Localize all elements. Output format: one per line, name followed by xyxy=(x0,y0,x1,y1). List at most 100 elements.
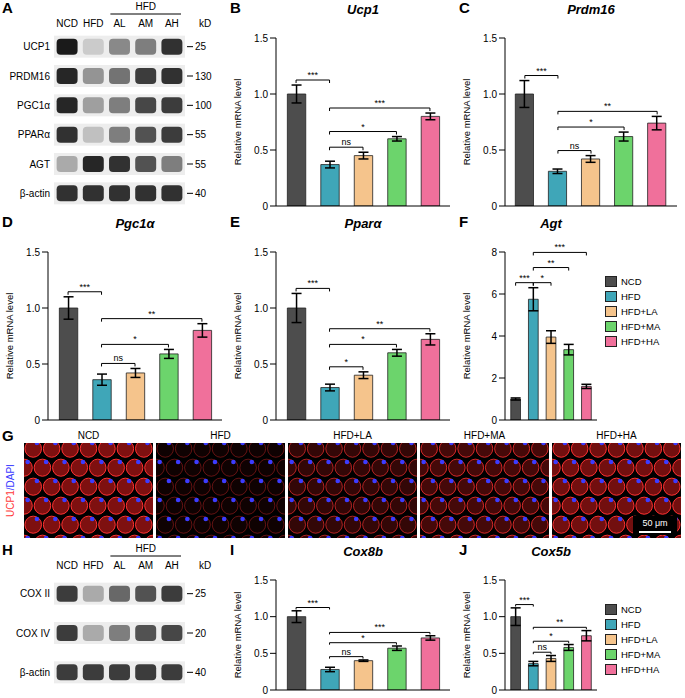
svg-text:UCP1/DAPI: UCP1/DAPI xyxy=(5,464,16,517)
svg-text:**: ** xyxy=(376,319,384,329)
svg-text:kD: kD xyxy=(199,560,211,571)
svg-text:1.0: 1.0 xyxy=(26,303,40,314)
svg-text:ns: ns xyxy=(537,642,547,652)
svg-text:0.5: 0.5 xyxy=(483,145,497,156)
svg-text:1.0: 1.0 xyxy=(483,89,497,100)
svg-text:kD: kD xyxy=(199,18,211,29)
svg-text:Relative mRNA level: Relative mRNA level xyxy=(461,79,472,166)
svg-text:25: 25 xyxy=(195,588,207,599)
svg-text:1.0: 1.0 xyxy=(483,611,497,622)
svg-text:20: 20 xyxy=(195,628,207,639)
svg-text:1.5: 1.5 xyxy=(254,33,268,44)
svg-text:AM: AM xyxy=(138,560,153,571)
svg-text:0: 0 xyxy=(34,415,40,426)
svg-text:***: *** xyxy=(374,98,385,108)
svg-text:1.5: 1.5 xyxy=(483,33,497,44)
svg-text:Relative mRNA level: Relative mRNA level xyxy=(232,592,243,679)
svg-text:COX II: COX II xyxy=(20,588,50,599)
svg-text:1.5: 1.5 xyxy=(254,247,268,258)
svg-text:ns: ns xyxy=(342,137,352,147)
svg-text:HFD: HFD xyxy=(210,430,231,441)
svg-text:*: * xyxy=(345,357,349,367)
svg-text:0: 0 xyxy=(491,415,497,426)
svg-text:Relative mRNA level: Relative mRNA level xyxy=(461,293,472,380)
svg-text:HFD+MA: HFD+MA xyxy=(464,430,506,441)
svg-text:AL: AL xyxy=(113,560,126,571)
svg-text:***: *** xyxy=(519,595,530,605)
svg-text:0: 0 xyxy=(262,201,268,212)
svg-text:β-actin: β-actin xyxy=(20,188,50,199)
svg-text:Relative mRNA level: Relative mRNA level xyxy=(4,293,15,380)
svg-text:50 μm: 50 μm xyxy=(642,518,667,528)
svg-text:Relative mRNA level: Relative mRNA level xyxy=(461,592,472,679)
svg-text:*: * xyxy=(589,117,593,127)
svg-text:**: ** xyxy=(604,101,612,111)
svg-text:*: * xyxy=(133,334,137,344)
svg-text:***: *** xyxy=(80,282,91,292)
svg-text:HFD+HA: HFD+HA xyxy=(596,430,637,441)
svg-text:ns: ns xyxy=(114,353,124,363)
svg-text:HFD: HFD xyxy=(135,1,156,12)
svg-text:HFD+LA: HFD+LA xyxy=(333,430,372,441)
svg-text:6: 6 xyxy=(491,289,497,300)
svg-text:HFD: HFD xyxy=(83,560,104,571)
svg-text:100: 100 xyxy=(195,100,212,111)
svg-text:0.5: 0.5 xyxy=(254,145,268,156)
svg-text:***: *** xyxy=(308,598,319,608)
svg-text:NCD: NCD xyxy=(78,430,100,441)
svg-text:UCP1: UCP1 xyxy=(23,41,50,52)
svg-text:PGC1α: PGC1α xyxy=(17,100,50,111)
svg-text:1.5: 1.5 xyxy=(26,247,40,258)
svg-text:***: *** xyxy=(519,273,530,283)
svg-text:***: *** xyxy=(308,70,319,80)
svg-text:*: * xyxy=(549,631,553,641)
svg-text:8: 8 xyxy=(491,247,497,258)
svg-text:***: *** xyxy=(555,242,566,252)
svg-text:40: 40 xyxy=(195,188,207,199)
svg-text:β-actin: β-actin xyxy=(20,667,50,678)
svg-text:55: 55 xyxy=(195,159,207,170)
svg-text:***: *** xyxy=(536,66,547,76)
svg-text:0.5: 0.5 xyxy=(26,359,40,370)
svg-text:ns: ns xyxy=(342,647,352,657)
svg-text:*: * xyxy=(540,273,544,283)
svg-text:2: 2 xyxy=(491,373,497,384)
svg-text:AL: AL xyxy=(113,18,126,29)
svg-text:Relative mRNA level: Relative mRNA level xyxy=(232,293,243,380)
svg-text:*: * xyxy=(361,334,365,344)
svg-text:25: 25 xyxy=(195,41,207,52)
svg-text:AH: AH xyxy=(165,18,179,29)
svg-text:**: ** xyxy=(148,309,156,319)
svg-text:4: 4 xyxy=(491,331,497,342)
svg-text:Relative mRNA level: Relative mRNA level xyxy=(232,79,243,166)
svg-text:1.5: 1.5 xyxy=(254,575,268,586)
svg-text:40: 40 xyxy=(195,667,207,678)
svg-text:AH: AH xyxy=(165,560,179,571)
svg-text:**: ** xyxy=(556,617,564,627)
svg-text:1.0: 1.0 xyxy=(254,89,268,100)
svg-text:ns: ns xyxy=(570,141,580,151)
svg-text:0: 0 xyxy=(491,685,497,696)
svg-text:0.5: 0.5 xyxy=(254,648,268,659)
svg-text:1.0: 1.0 xyxy=(254,611,268,622)
svg-text:0.5: 0.5 xyxy=(483,648,497,659)
svg-text:AM: AM xyxy=(138,18,153,29)
svg-text:PRDM16: PRDM16 xyxy=(9,71,50,82)
svg-text:***: *** xyxy=(374,622,385,632)
svg-text:HFD: HFD xyxy=(83,18,104,29)
svg-text:0: 0 xyxy=(262,685,268,696)
svg-text:1.0: 1.0 xyxy=(254,303,268,314)
svg-text:NCD: NCD xyxy=(56,560,78,571)
svg-text:***: *** xyxy=(308,278,319,288)
svg-text:130: 130 xyxy=(195,71,212,82)
svg-text:NCD: NCD xyxy=(56,18,78,29)
svg-text:*: * xyxy=(361,633,365,643)
svg-text:**: ** xyxy=(547,258,555,268)
svg-text:0: 0 xyxy=(491,201,497,212)
svg-text:HFD: HFD xyxy=(135,543,156,554)
svg-text:COX IV: COX IV xyxy=(16,628,50,639)
svg-text:AGT: AGT xyxy=(29,159,50,170)
svg-text:PPARα: PPARα xyxy=(18,129,50,140)
svg-text:1.5: 1.5 xyxy=(483,575,497,586)
svg-text:55: 55 xyxy=(195,129,207,140)
